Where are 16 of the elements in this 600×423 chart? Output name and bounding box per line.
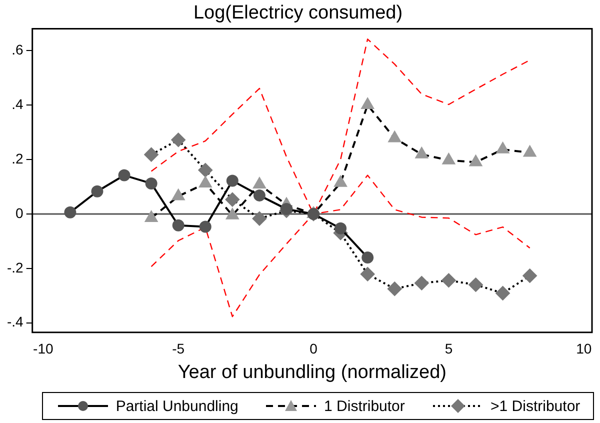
y-tick-label: 0	[16, 204, 24, 221]
legend-label: >1 Distributor	[490, 398, 580, 414]
x-tick-label: 10	[576, 340, 592, 357]
x-tick-label: 0	[310, 340, 318, 357]
y-tick-label: -.4	[6, 314, 24, 330]
legend-label: Partial Unbundling	[116, 398, 238, 414]
x-tick-label: -5	[172, 340, 185, 357]
x-axis-title: Year of unbundling (normalized)	[178, 362, 446, 383]
legend-label: 1 Distributor	[324, 398, 405, 414]
chart-title: Log(Electricy consumed)	[193, 2, 403, 24]
y-tick-label: .6	[12, 41, 24, 58]
x-tick-label: -10	[33, 340, 54, 357]
y-tick-label: .4	[12, 96, 24, 112]
y-tick-label: .2	[12, 150, 24, 166]
x-tick-label: 5	[444, 340, 453, 357]
y-tick-label: -.2	[6, 259, 24, 276]
